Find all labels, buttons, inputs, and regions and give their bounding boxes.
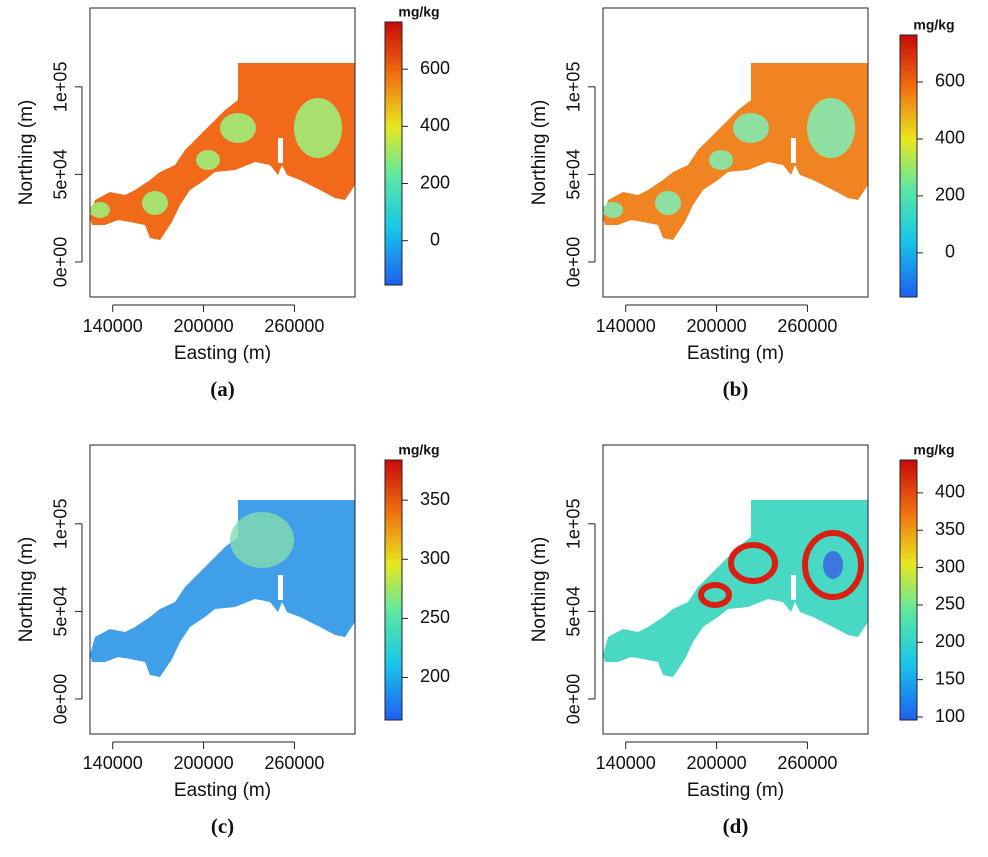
x-tick-label: 260000 bbox=[777, 316, 837, 336]
map bbox=[90, 63, 355, 240]
colorbar-tick-label: 400 bbox=[935, 128, 965, 148]
colorbar bbox=[384, 21, 403, 286]
map bbox=[603, 500, 868, 677]
ring bbox=[802, 530, 864, 600]
gap bbox=[278, 575, 283, 600]
y-tick-label: 5e+04 bbox=[564, 586, 584, 637]
x-tick-label: 140000 bbox=[596, 753, 656, 773]
blob bbox=[823, 551, 843, 579]
y-tick-label: 5e+04 bbox=[564, 149, 584, 200]
x-tick-label: 140000 bbox=[83, 316, 143, 336]
colorbar-tick-label: 600 bbox=[935, 71, 965, 91]
y-tick-label: 5e+04 bbox=[51, 149, 71, 200]
y-tick-label: 0e+00 bbox=[564, 237, 584, 288]
ring bbox=[698, 582, 732, 608]
x-tick-label: 260000 bbox=[264, 753, 324, 773]
x-tick-label: 260000 bbox=[777, 753, 837, 773]
blob bbox=[142, 191, 168, 215]
blob bbox=[603, 202, 623, 218]
caption: (a) bbox=[210, 377, 235, 401]
colorbar-tick-label: 200 bbox=[935, 185, 965, 205]
colorbar-tick-label: 100 bbox=[935, 706, 965, 726]
colorbar-tick-label: 0 bbox=[430, 229, 440, 249]
blob bbox=[655, 191, 681, 215]
x-tick-label: 200000 bbox=[687, 753, 747, 773]
colorbar-tick-label: 400 bbox=[420, 115, 450, 135]
colorbar-tick-label: 250 bbox=[935, 594, 965, 614]
colorbar bbox=[899, 459, 918, 721]
y-axis-label: Northing (m) bbox=[16, 100, 37, 206]
colorbar-unit: mg/kg bbox=[398, 442, 439, 458]
colorbar-tick-label: 400 bbox=[935, 482, 965, 502]
colorbar-tick-label: 200 bbox=[420, 172, 450, 192]
y-tick-label: 0e+00 bbox=[564, 674, 584, 725]
plot-frame bbox=[89, 7, 356, 298]
plot-frame bbox=[602, 7, 869, 298]
caption: (c) bbox=[211, 814, 234, 838]
blob bbox=[90, 202, 110, 218]
x-tick-label: 200000 bbox=[687, 316, 747, 336]
blob bbox=[230, 512, 294, 568]
colorbar-unit: mg/kg bbox=[913, 442, 954, 458]
panel: 140000 200000 260000 Easting (m) (c) 0e+00 5e+… bbox=[16, 442, 450, 838]
x-axis-label: Easting (m) bbox=[174, 780, 271, 801]
colorbar bbox=[384, 459, 403, 721]
colorbar-tick-label: 300 bbox=[420, 548, 450, 568]
y-axis-label: Northing (m) bbox=[529, 537, 550, 643]
blob bbox=[294, 98, 342, 158]
colorbar bbox=[899, 34, 918, 298]
y-tick-label: 0e+00 bbox=[51, 674, 71, 725]
colorbar-unit: mg/kg bbox=[398, 4, 439, 20]
colorbar-tick-label: 300 bbox=[935, 556, 965, 576]
colorbar-tick-label: 350 bbox=[420, 489, 450, 509]
x-tick-label: 200000 bbox=[174, 753, 234, 773]
colorbar-tick-label: 150 bbox=[935, 668, 965, 688]
gap bbox=[791, 138, 796, 163]
gap bbox=[278, 138, 283, 163]
y-axis-label: Northing (m) bbox=[16, 537, 37, 643]
colorbar-tick-label: 0 bbox=[945, 242, 955, 262]
colorbar-tick-label: 200 bbox=[420, 666, 450, 686]
x-axis-label: Easting (m) bbox=[174, 343, 271, 364]
colorbar-tick-label: 600 bbox=[420, 58, 450, 78]
land bbox=[90, 500, 355, 677]
y-tick-label: 0e+00 bbox=[51, 237, 71, 288]
x-tick-label: 140000 bbox=[596, 316, 656, 336]
ring bbox=[728, 542, 778, 584]
y-tick-label: 1e+05 bbox=[564, 499, 584, 550]
colorbar-tick-label: 200 bbox=[935, 631, 965, 651]
blob bbox=[196, 150, 220, 170]
x-tick-label: 200000 bbox=[174, 316, 234, 336]
blob bbox=[733, 113, 769, 143]
y-tick-label: 1e+05 bbox=[51, 499, 71, 550]
panel: 140000 200000 260000 Easting (m) (d) 0e+00 5e+… bbox=[529, 442, 965, 838]
plot-frame bbox=[602, 444, 869, 735]
colorbar-unit: mg/kg bbox=[913, 17, 954, 33]
blob bbox=[220, 113, 256, 143]
gap bbox=[791, 575, 796, 600]
colorbar-tick-label: 350 bbox=[935, 519, 965, 539]
land bbox=[603, 500, 868, 677]
caption: (b) bbox=[723, 377, 749, 401]
caption: (d) bbox=[723, 814, 749, 838]
x-axis-label: Easting (m) bbox=[687, 780, 784, 801]
x-tick-label: 140000 bbox=[83, 753, 143, 773]
x-axis-label: Easting (m) bbox=[687, 343, 784, 364]
plot-frame bbox=[89, 444, 356, 735]
x-tick-label: 260000 bbox=[264, 316, 324, 336]
blob bbox=[709, 150, 733, 170]
map bbox=[90, 500, 355, 677]
y-tick-label: 1e+05 bbox=[564, 62, 584, 113]
map bbox=[603, 63, 868, 240]
colorbar-tick-label: 250 bbox=[420, 607, 450, 627]
y-tick-label: 5e+04 bbox=[51, 586, 71, 637]
panel: 140000 200000 260000 Easting (m) (a) 0e+00 5e+… bbox=[16, 4, 450, 401]
y-axis-label: Northing (m) bbox=[529, 100, 550, 206]
y-tick-label: 1e+05 bbox=[51, 62, 71, 113]
panel: 140000 200000 260000 Easting (m) (b) 0e+00 5e+… bbox=[529, 7, 965, 401]
blob bbox=[807, 98, 855, 158]
